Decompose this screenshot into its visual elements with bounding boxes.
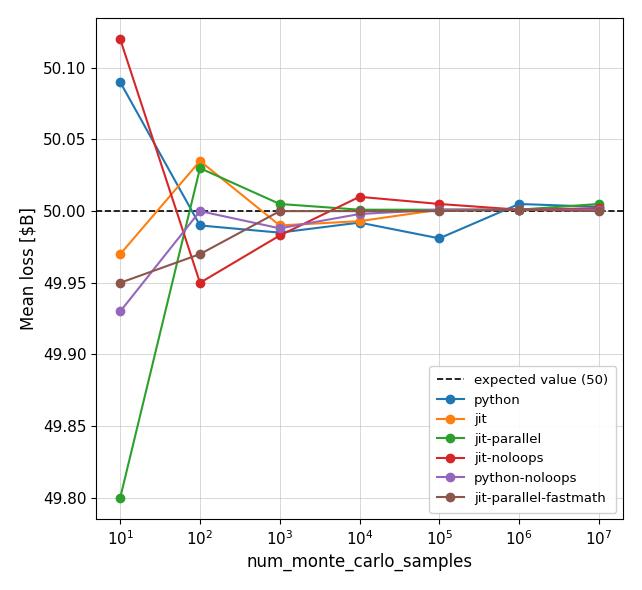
Line: python-noloops: python-noloops — [116, 205, 603, 316]
python — [276, 229, 284, 236]
Line: jit: jit — [116, 157, 603, 258]
jit-noloops — [116, 35, 124, 42]
Y-axis label: Mean loss [$B]: Mean loss [$B] — [19, 207, 37, 330]
jit-noloops — [595, 205, 603, 212]
jit-parallel-fastmath — [435, 208, 443, 215]
python — [116, 78, 124, 86]
jit-parallel — [196, 165, 204, 172]
jit — [196, 158, 204, 165]
jit-noloops — [276, 232, 284, 239]
python-noloops — [356, 211, 363, 218]
expected value (50) — [37, 208, 44, 215]
jit-parallel — [515, 206, 523, 213]
jit-parallel-fastmath — [515, 206, 523, 213]
python-noloops — [116, 308, 124, 315]
python — [356, 219, 363, 226]
jit — [515, 206, 523, 213]
jit-parallel-fastmath — [116, 279, 124, 286]
python — [515, 201, 523, 208]
Line: jit-parallel-fastmath: jit-parallel-fastmath — [116, 205, 603, 287]
python-noloops — [595, 206, 603, 213]
python-noloops — [435, 206, 443, 213]
jit-noloops — [196, 279, 204, 286]
jit-noloops — [515, 206, 523, 213]
jit-parallel-fastmath — [276, 208, 284, 215]
python — [196, 222, 204, 229]
python-noloops — [276, 225, 284, 232]
jit — [116, 251, 124, 258]
jit — [435, 206, 443, 213]
python — [595, 204, 603, 211]
jit-parallel-fastmath — [196, 251, 204, 258]
X-axis label: num_monte_carlo_samples: num_monte_carlo_samples — [247, 553, 473, 572]
Line: python: python — [116, 78, 603, 242]
jit — [276, 222, 284, 229]
jit-parallel — [276, 201, 284, 208]
jit-parallel — [356, 206, 363, 213]
jit-parallel — [595, 201, 603, 208]
jit-parallel — [435, 206, 443, 213]
jit-parallel-fastmath — [356, 208, 363, 215]
jit-noloops — [356, 194, 363, 201]
jit — [595, 206, 603, 213]
Line: jit-parallel: jit-parallel — [116, 164, 603, 502]
python-noloops — [196, 208, 204, 215]
jit-noloops — [435, 201, 443, 208]
jit-parallel — [116, 494, 124, 501]
python — [435, 235, 443, 242]
jit — [356, 218, 363, 225]
Line: jit-noloops: jit-noloops — [116, 35, 603, 287]
python-noloops — [515, 206, 523, 213]
Legend: expected value (50), python, jit, jit-parallel, jit-noloops, python-noloops, jit: expected value (50), python, jit, jit-pa… — [429, 366, 616, 513]
jit-parallel-fastmath — [595, 208, 603, 215]
